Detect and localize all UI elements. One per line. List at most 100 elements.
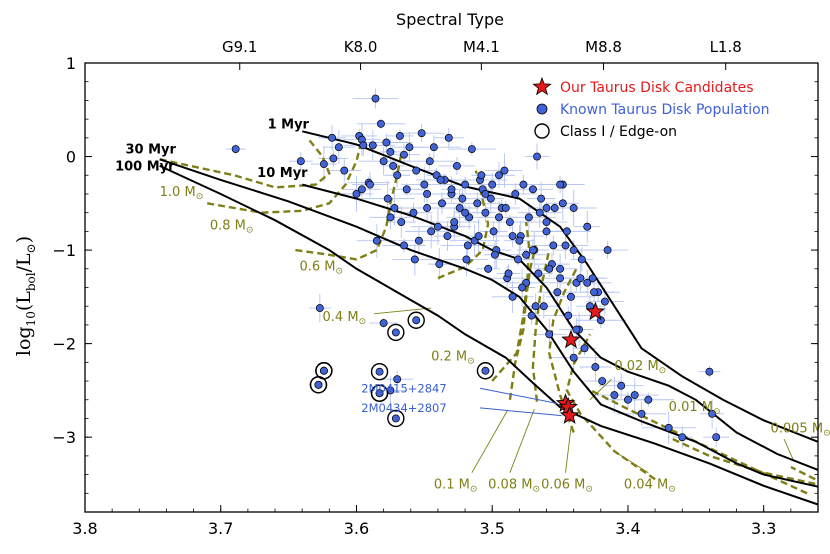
- known-disk-point: [231, 145, 240, 154]
- mass-track-label-text: 0.4 M⊙: [323, 310, 367, 327]
- known-disk-point: [371, 94, 380, 103]
- known-disk-point: [569, 353, 578, 362]
- known-disk-point: [545, 330, 554, 339]
- top-tick-label: M8.8: [585, 38, 622, 56]
- isochrone-label: 10 Myr: [257, 166, 308, 181]
- curve-labels: 1.0 M⊙ 0.8 M⊙ 0.6 M⊙ 0.4 M⊙ 0.2 M⊙ 0.1 M⊙ 0.08…: [115, 117, 830, 494]
- known-disk-point: [678, 433, 687, 442]
- class-i-ring: [387, 409, 405, 428]
- known-disk-point: [603, 246, 612, 255]
- mass-track-label: 1.0 M⊙: [160, 185, 204, 202]
- known-disk-point: [296, 157, 305, 166]
- known-disk-point: [484, 264, 493, 273]
- known-disk-point: [556, 274, 565, 283]
- known-disk-point: [708, 409, 717, 418]
- data-points: [231, 94, 721, 442]
- known-disk-point: [461, 208, 470, 217]
- known-disk-point: [393, 375, 402, 384]
- known-disk-point: [600, 297, 609, 306]
- top-tick-label: K8.0: [344, 38, 378, 56]
- known-disk-point: [444, 133, 453, 142]
- known-disk-point: [564, 311, 573, 320]
- known-disk-point: [567, 292, 575, 301]
- known-disk-point: [524, 213, 533, 222]
- x-tick-label: 3.4: [615, 519, 640, 538]
- known-disk-point: [409, 208, 418, 217]
- known-disk-point: [488, 180, 497, 189]
- known-disk-point: [495, 171, 503, 180]
- known-disk-point: [481, 208, 490, 217]
- mass-track-leader: [374, 307, 432, 315]
- isochrone-line: [159, 164, 819, 506]
- known-disk-point: [376, 119, 385, 128]
- candidate-star: [561, 329, 581, 349]
- mass-track-label: 0.1 M⊙: [434, 478, 478, 495]
- known-disk-point: [569, 246, 578, 255]
- x-tick-label: 3.8: [72, 519, 97, 538]
- known-disk-point: [458, 194, 467, 203]
- known-disk-point: [591, 363, 600, 371]
- known-disk-point: [427, 227, 436, 236]
- mass-track-leader: [565, 427, 572, 473]
- class-i-ring: [370, 362, 389, 381]
- known-disk-point: [463, 241, 472, 250]
- known-disk-point: [423, 190, 432, 198]
- candidate-leader: [479, 387, 558, 404]
- solar-symbol: ⊙: [532, 485, 540, 495]
- known-disk-point: [397, 218, 406, 226]
- known-disk-point: [379, 319, 388, 327]
- legend-ring-marker: [534, 123, 550, 139]
- mass-track-label-text: 0.06 M⊙: [541, 478, 593, 495]
- known-disk-point: [340, 166, 349, 175]
- known-disk-point: [580, 344, 589, 353]
- mass-track-line: [508, 245, 537, 400]
- y-axis-title-slash: /L: [13, 253, 35, 272]
- legend: Our Taurus Disk Candidates Known Taurus …: [532, 76, 770, 140]
- class-i-point: [314, 380, 323, 389]
- known-disk-point: [590, 288, 598, 297]
- known-disk-point: [400, 150, 408, 159]
- mass-track-label-text: 0.6 M⊙: [299, 260, 343, 277]
- y-tick-label: −1: [52, 241, 76, 260]
- known-disk-point: [528, 185, 537, 194]
- known-disk-point: [357, 185, 366, 194]
- y-axis-title-sun: ⊙: [24, 243, 38, 253]
- x-tick-label: 3.7: [208, 519, 233, 538]
- class-i-point: [391, 414, 400, 423]
- top-tick-label: L1.8: [710, 38, 742, 56]
- known-disk-point: [556, 264, 565, 273]
- known-disk-point: [705, 367, 714, 376]
- candidate-leader: [479, 407, 562, 417]
- class-i-point: [319, 366, 328, 375]
- isochrone-label: 30 Myr: [125, 143, 176, 158]
- known-disk-point: [366, 180, 375, 189]
- known-disk-point: [386, 147, 395, 156]
- known-disk-point: [334, 143, 343, 152]
- known-disk-point: [624, 395, 632, 404]
- known-disk-point: [617, 381, 626, 390]
- mass-track-line: [159, 138, 331, 189]
- known-disk-point: [519, 180, 528, 189]
- known-disk-point: [577, 255, 586, 264]
- legend-label-candidates: Our Taurus Disk Candidates: [560, 80, 754, 96]
- known-disk-point: [712, 433, 721, 442]
- known-disk-point: [511, 190, 520, 198]
- mass-track-label-text: 0.08 M⊙: [488, 478, 540, 495]
- known-disk-point: [515, 236, 524, 245]
- solar-symbol: ⊙: [668, 485, 676, 495]
- known-disk-point: [531, 302, 540, 311]
- known-disk-point: [664, 423, 673, 432]
- mass-track-label-text: 0.8 M⊙: [210, 219, 254, 236]
- known-disk-point: [518, 283, 527, 292]
- x-tick-label: 3.6: [344, 519, 369, 538]
- known-disk-point: [637, 409, 646, 418]
- known-disk-point: [452, 161, 461, 170]
- known-disk-point: [423, 204, 432, 212]
- svg-text:log10(Lbol/L⊙): log10(Lbol/L⊙): [13, 236, 38, 356]
- known-disk-point: [490, 250, 499, 259]
- plot-frame: [84, 62, 819, 513]
- class-i-point: [375, 367, 384, 376]
- known-disk-point: [429, 143, 438, 152]
- known-disk-point: [500, 166, 509, 175]
- class-i-point: [391, 328, 400, 337]
